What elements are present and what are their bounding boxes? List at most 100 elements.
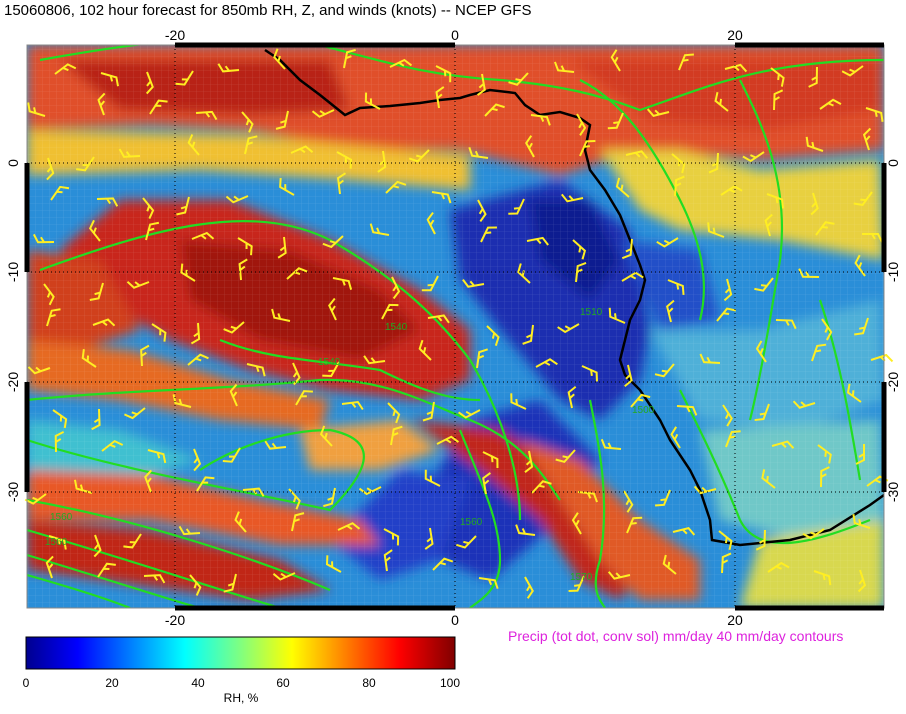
wind-barb bbox=[421, 275, 439, 292]
wind-barb bbox=[246, 363, 266, 377]
wind-barb bbox=[91, 408, 101, 431]
wind-barb bbox=[530, 114, 551, 126]
wind-barb bbox=[754, 403, 770, 422]
wind-barb bbox=[581, 365, 599, 382]
wind-barb bbox=[244, 135, 258, 155]
wind-barb bbox=[383, 528, 400, 546]
wind-barb bbox=[97, 562, 116, 578]
wind-barb bbox=[486, 325, 500, 346]
wind-barb bbox=[693, 485, 717, 495]
colorbar-tick: 100 bbox=[439, 676, 461, 690]
precip-note: Precip (tot dot, conv sol) mm/day 40 mm/… bbox=[508, 628, 844, 644]
contour-label: 1500 bbox=[632, 405, 655, 416]
wind-barb bbox=[151, 323, 167, 342]
wind-barb bbox=[725, 430, 741, 448]
wind-barb bbox=[364, 92, 381, 110]
wind-barb bbox=[32, 233, 55, 244]
wind-barb bbox=[187, 353, 209, 366]
wind-barb bbox=[484, 103, 505, 117]
wind-barb bbox=[101, 439, 124, 452]
wind-barb bbox=[145, 71, 154, 95]
lat-tick-left: -20 bbox=[5, 372, 21, 392]
wind-barb bbox=[560, 193, 584, 203]
wind-barb bbox=[195, 110, 218, 121]
wind-barb bbox=[754, 277, 774, 292]
wind-barb bbox=[328, 297, 337, 321]
wind-barb bbox=[124, 407, 146, 420]
wind-barb bbox=[288, 488, 301, 510]
wind-barb bbox=[775, 319, 797, 330]
wind-barb bbox=[655, 489, 671, 507]
colorbar-tick: 40 bbox=[191, 676, 205, 690]
wind-barb bbox=[656, 237, 679, 248]
wind-barb bbox=[820, 466, 830, 488]
wind-barb bbox=[45, 555, 54, 579]
wind-barb bbox=[456, 535, 477, 549]
wind-barb bbox=[140, 344, 150, 367]
wind-barb bbox=[815, 221, 835, 236]
wind-barb bbox=[172, 394, 192, 408]
rh-field bbox=[27, 45, 884, 608]
wind-barb bbox=[92, 318, 116, 327]
wind-barb bbox=[48, 535, 67, 550]
wind-barb bbox=[189, 574, 202, 596]
lon-tick-bottom: 20 bbox=[727, 612, 743, 628]
wind-barb bbox=[435, 65, 452, 83]
wind-barb bbox=[808, 66, 818, 88]
wind-barb bbox=[73, 479, 93, 494]
chart-title: 15060806, 102 hour forecast for 850mb RH… bbox=[4, 2, 532, 19]
wind-barb bbox=[846, 383, 862, 403]
wind-barb bbox=[672, 527, 696, 536]
wind-barb bbox=[273, 48, 286, 70]
colorbar-tick: 80 bbox=[362, 676, 376, 690]
lat-tick-right: -30 bbox=[885, 482, 901, 502]
wind-barb bbox=[27, 366, 51, 375]
wind-barb bbox=[322, 361, 340, 378]
wind-barb bbox=[662, 554, 677, 575]
wind-barb bbox=[624, 364, 633, 388]
wind-barb bbox=[841, 65, 864, 77]
contour-label: 1560 bbox=[460, 517, 483, 528]
wind-barb bbox=[819, 98, 842, 110]
wind-barb bbox=[720, 185, 743, 196]
colorbar-gradient bbox=[25, 636, 456, 670]
wind-barb bbox=[389, 58, 413, 68]
wind-barb bbox=[46, 157, 55, 181]
wind-barb bbox=[646, 108, 670, 117]
wind-barb bbox=[476, 348, 489, 369]
wind-barb bbox=[610, 49, 621, 72]
wind-barb bbox=[279, 178, 295, 196]
wind-barb bbox=[771, 440, 795, 449]
wind-barb bbox=[805, 136, 824, 152]
colorbar-tick: 60 bbox=[276, 676, 290, 690]
wind-barb bbox=[480, 226, 497, 243]
wind-barb bbox=[477, 199, 487, 222]
wind-barb bbox=[508, 198, 525, 215]
wind-barb bbox=[291, 512, 305, 532]
wind-barb bbox=[426, 211, 436, 235]
wind-barb bbox=[577, 491, 598, 503]
wind-barb bbox=[424, 469, 441, 487]
lat-tick-left: -10 bbox=[5, 262, 21, 282]
wind-barb bbox=[264, 440, 287, 450]
wind-barb bbox=[237, 237, 253, 256]
wind-barb bbox=[572, 239, 587, 260]
wind-barb bbox=[792, 400, 816, 409]
wind-barb bbox=[358, 486, 382, 496]
wind-barb bbox=[531, 480, 552, 494]
wind-barb bbox=[517, 263, 531, 284]
wind-barb bbox=[381, 303, 399, 320]
wind-barb bbox=[271, 308, 291, 322]
wind-barb bbox=[408, 149, 430, 163]
wind-barb bbox=[764, 213, 773, 237]
wind-barb bbox=[678, 53, 694, 71]
wind-barb bbox=[626, 516, 643, 534]
wind-barb bbox=[575, 262, 587, 283]
wind-barb bbox=[242, 487, 265, 497]
wind-barb bbox=[522, 324, 534, 345]
wind-barb bbox=[196, 476, 215, 492]
wind-barb bbox=[855, 444, 865, 465]
wind-barb bbox=[607, 112, 624, 130]
wind-barb bbox=[854, 317, 869, 336]
